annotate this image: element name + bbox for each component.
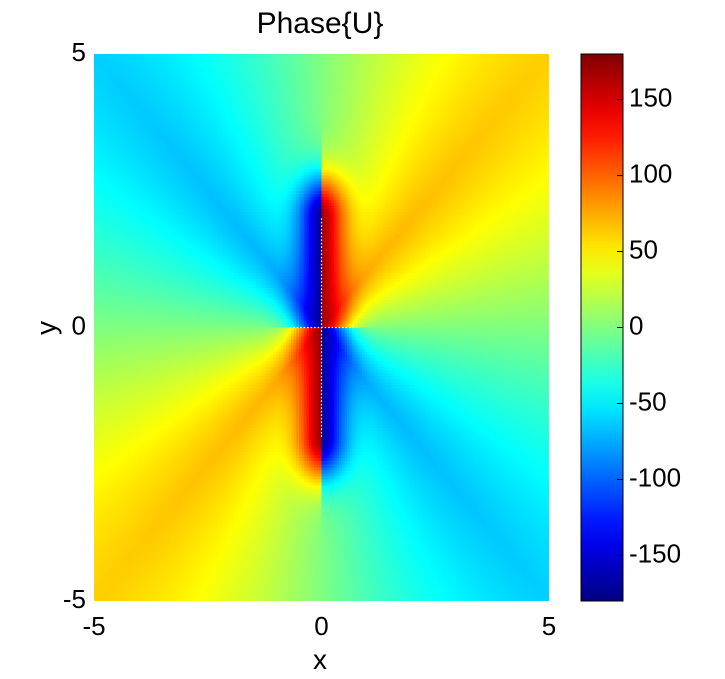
- y-tick-label: 5: [72, 37, 86, 67]
- y-tick-label: 0: [72, 310, 86, 340]
- y-axis-label: y: [30, 321, 61, 335]
- x-axis-label: x: [313, 644, 327, 675]
- colorbar: 150 100 50 0 -50 -100 -150: [580, 53, 681, 602]
- colorbar-tick-label: 100: [629, 158, 672, 188]
- plot-area: [94, 54, 549, 601]
- colorbar-tick-label: -50: [629, 386, 667, 416]
- y-tick-label: -5: [63, 584, 86, 614]
- colorbar-tick-label: 150: [629, 82, 672, 112]
- colorbar-tick-label: 50: [629, 234, 658, 264]
- y-axis: -5 0 5: [63, 37, 86, 614]
- x-tick-label: 5: [542, 611, 556, 641]
- colorbar-gradient: [580, 53, 624, 602]
- x-tick-label: -5: [82, 611, 105, 641]
- x-tick-label: 0: [314, 611, 328, 641]
- colorbar-tick-label: -150: [629, 538, 681, 568]
- x-axis: -5 0 5: [82, 611, 556, 641]
- chart-title: Phase{U}: [257, 7, 384, 40]
- colorbar-tick-label: 0: [629, 310, 643, 340]
- colorbar-tick-label: -100: [629, 462, 681, 492]
